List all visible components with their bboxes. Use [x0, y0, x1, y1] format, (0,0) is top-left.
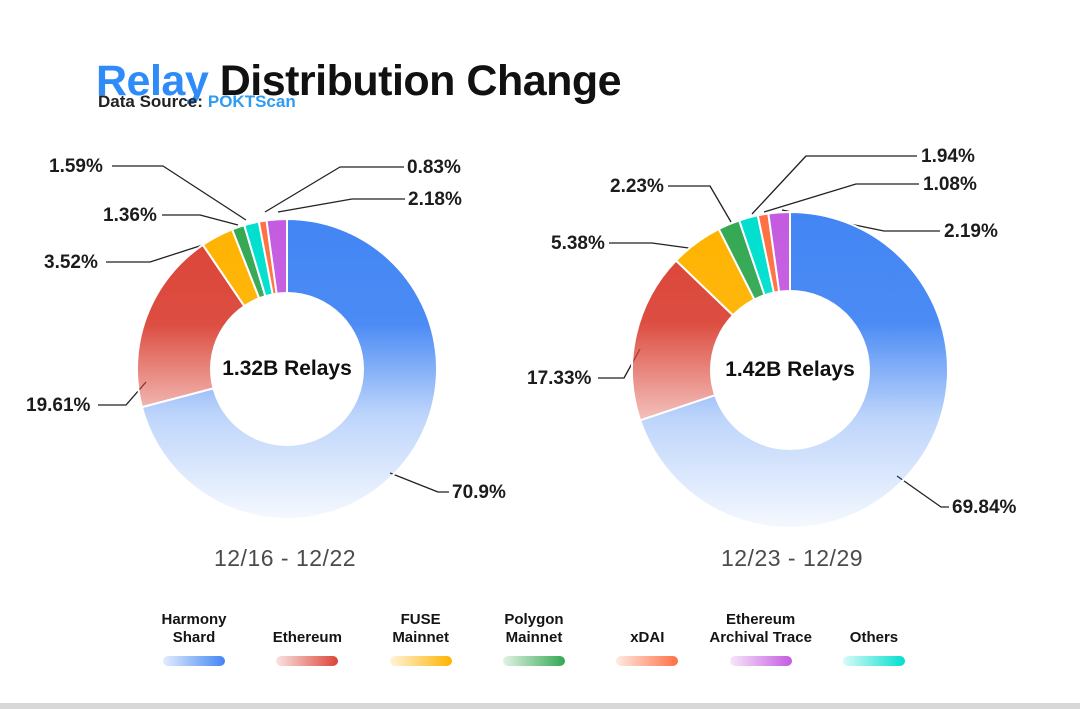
- leader-line: [751, 155, 917, 215]
- callout-label: 1.94%: [921, 146, 975, 167]
- legend-label: Polygon Mainnet: [504, 610, 564, 647]
- donut-hole: [210, 292, 364, 446]
- leader-line: [896, 475, 949, 508]
- callout-label: 19.61%: [26, 395, 91, 416]
- page-title: Relay Distribution Change: [96, 56, 622, 106]
- leader-line: [609, 242, 697, 250]
- donut-chart-right: [631, 210, 949, 529]
- callout-label: 0.83%: [407, 157, 461, 178]
- title-highlight: Relay: [96, 56, 209, 105]
- donut-chart-left: [135, 217, 438, 520]
- period-label-left: 12/16 - 12/22: [213, 545, 357, 571]
- period-label-right: 12/23 - 12/29: [720, 545, 864, 571]
- callout-label: 69.84%: [952, 497, 1017, 518]
- legend-swatch: [163, 656, 225, 666]
- callout-label: 2.18%: [408, 189, 462, 210]
- legend-label: Ethereum: [272, 629, 342, 647]
- legend: Harmony Shard Ethereum FUSE Mainnet Poly…: [138, 604, 930, 666]
- leader-line: [389, 472, 449, 493]
- legend-label: FUSE Mainnet: [392, 610, 449, 647]
- leader-line: [763, 183, 919, 213]
- legend-label: xDAI: [630, 629, 665, 647]
- legend-item-polygon-mainnet: Polygon Mainnet: [478, 604, 590, 666]
- legend-item-others: Others: [818, 604, 930, 666]
- legend-item-xdai: xDAI: [591, 604, 703, 666]
- donut-hole: [710, 290, 870, 450]
- leader-line: [668, 185, 732, 223]
- callout-label: 17.33%: [527, 368, 592, 389]
- callout-label: 1.59%: [49, 156, 103, 177]
- callout-label: 2.19%: [944, 221, 998, 242]
- data-source: Data Source: POKTScan: [98, 92, 296, 112]
- callout-label: 2.23%: [610, 176, 664, 197]
- legend-item-fuse-mainnet: FUSE Mainnet: [365, 604, 477, 666]
- legend-label: Others: [849, 629, 899, 647]
- leader-line: [162, 214, 239, 226]
- data-source-link[interactable]: POKTScan: [207, 92, 296, 111]
- leader-line: [277, 198, 405, 213]
- callout-label: 70.9%: [452, 482, 506, 503]
- title-rest: Distribution Change: [208, 56, 622, 105]
- donut-center-total: 1.42B Relays: [725, 358, 855, 381]
- legend-swatch: [842, 656, 905, 666]
- callout-label: 5.38%: [551, 233, 605, 254]
- data-source-label: Data Source:: [98, 92, 203, 111]
- leader-line: [106, 241, 213, 263]
- legend-swatch: [389, 656, 452, 666]
- callout-label: 1.08%: [923, 174, 977, 195]
- legend-item-harmony-shard: Harmony Shard: [138, 604, 250, 666]
- legend-swatch: [729, 656, 792, 666]
- leader-line: [112, 165, 247, 221]
- donut-center-total: 1.32B Relays: [222, 357, 352, 380]
- legend-item-ethereum-archival-trace: Ethereum Archival Trace: [705, 604, 817, 666]
- legend-label: Harmony Shard: [161, 610, 227, 647]
- legend-swatch: [616, 656, 679, 666]
- legend-swatch: [502, 656, 565, 666]
- legend-swatch: [276, 656, 339, 666]
- bottom-divider: [0, 703, 1080, 709]
- callout-label: 3.52%: [44, 252, 98, 273]
- leader-line: [264, 166, 404, 213]
- legend-item-ethereum: Ethereum: [251, 604, 363, 666]
- legend-label: Ethereum Archival Trace: [709, 610, 812, 647]
- callout-label: 1.36%: [103, 205, 157, 226]
